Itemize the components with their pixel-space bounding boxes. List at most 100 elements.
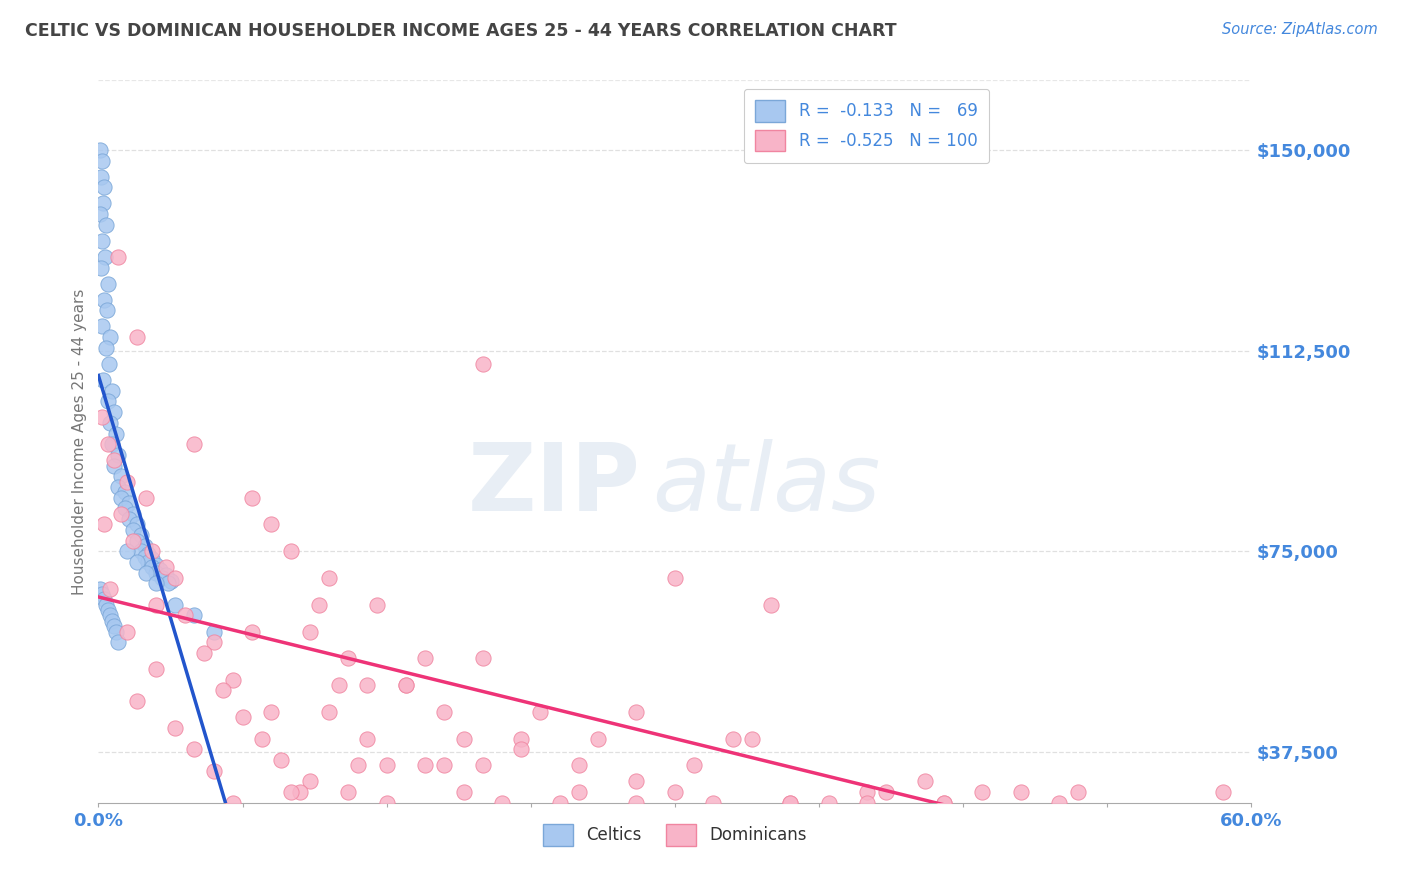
Point (856, 785, 879, 799)
Point (510, 742, 533, 756)
Point (165, 598, 187, 612)
Point (134, 549, 156, 564)
Point (932, 796, 955, 810)
Text: atlas: atlas (652, 440, 880, 531)
Point (91, 153, 114, 168)
Point (91, 234, 114, 248)
Point (91, 319, 114, 334)
Point (94, 250, 117, 264)
Point (260, 517, 283, 532)
Point (103, 619, 125, 633)
Point (110, 491, 132, 505)
Point (1202, 806, 1225, 821)
Point (145, 558, 167, 572)
Point (125, 517, 148, 532)
Point (759, 598, 782, 612)
Point (356, 678, 378, 692)
Point (129, 544, 152, 558)
Point (529, 705, 551, 719)
Point (433, 705, 456, 719)
Point (89, 143, 111, 157)
Point (972, 785, 994, 799)
Point (150, 571, 173, 585)
Point (779, 796, 801, 810)
Point (93, 180, 115, 194)
Point (90, 169, 112, 184)
Point (96, 303, 118, 318)
Point (141, 552, 163, 566)
Point (366, 598, 388, 612)
Point (117, 544, 139, 558)
Point (141, 560, 163, 574)
Point (138, 555, 160, 569)
Point (721, 731, 744, 746)
Point (145, 576, 167, 591)
Point (174, 608, 197, 623)
Point (471, 651, 494, 665)
Point (471, 758, 494, 772)
Point (298, 774, 321, 789)
Point (328, 678, 350, 692)
Point (212, 683, 235, 698)
Point (103, 405, 125, 419)
Point (94, 598, 117, 612)
Point (165, 721, 187, 735)
Point (568, 785, 591, 799)
Point (107, 250, 129, 264)
Point (240, 624, 263, 639)
Point (270, 753, 292, 767)
Point (114, 501, 136, 516)
Point (1047, 796, 1070, 810)
Point (141, 544, 163, 558)
Text: CELTIC VS DOMINICAN HOUSEHOLDER INCOME AGES 25 - 44 YEARS CORRELATION CHART: CELTIC VS DOMINICAN HOUSEHOLDER INCOME A… (25, 22, 897, 40)
Point (94, 341, 117, 355)
Point (741, 731, 763, 746)
Point (118, 512, 141, 526)
Point (98, 330, 121, 344)
Point (914, 774, 936, 789)
Point (568, 758, 591, 772)
Point (101, 384, 124, 398)
Point (135, 566, 157, 580)
Point (101, 614, 124, 628)
Point (89, 207, 111, 221)
Point (779, 796, 801, 810)
Point (932, 796, 955, 810)
Point (110, 507, 132, 521)
Point (104, 426, 127, 441)
Point (626, 796, 648, 810)
Point (183, 608, 205, 623)
Point (117, 475, 139, 489)
Point (222, 673, 245, 687)
Point (94, 218, 117, 232)
Point (125, 330, 148, 344)
Point (471, 357, 494, 371)
Point (125, 555, 148, 569)
Point (626, 774, 648, 789)
Point (664, 571, 686, 585)
Point (90, 260, 112, 275)
Point (97, 394, 120, 409)
Point (280, 544, 302, 558)
Point (145, 598, 167, 612)
Point (586, 731, 609, 746)
Point (290, 785, 312, 799)
Point (98, 416, 121, 430)
Text: ZIP: ZIP (467, 439, 640, 531)
Point (202, 764, 225, 778)
Point (702, 796, 724, 810)
Point (453, 731, 475, 746)
Point (318, 571, 340, 585)
Point (117, 624, 139, 639)
Point (107, 635, 129, 649)
Point (202, 635, 225, 649)
Point (183, 742, 205, 756)
Point (510, 731, 533, 746)
Point (122, 533, 145, 548)
Point (231, 710, 254, 724)
Point (1125, 812, 1147, 826)
Point (97, 603, 120, 617)
Point (98, 357, 121, 371)
Point (98, 608, 121, 623)
Point (260, 705, 283, 719)
